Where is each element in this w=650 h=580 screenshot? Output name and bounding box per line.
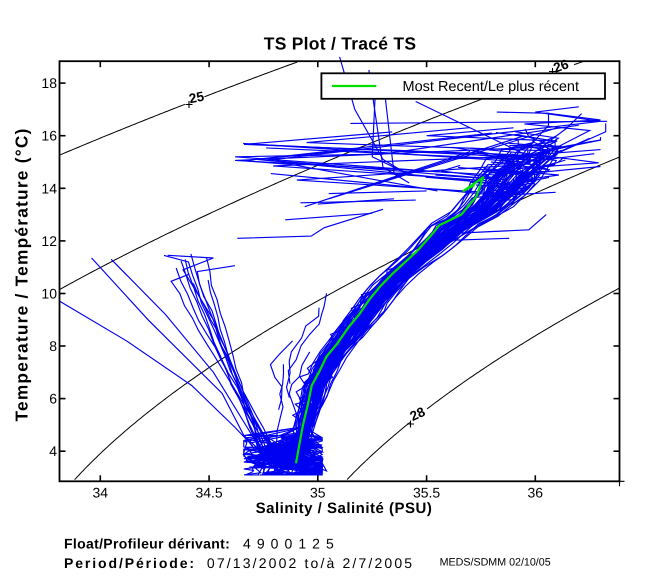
svg-text:36: 36 — [528, 485, 544, 501]
svg-text:25: 25 — [188, 89, 206, 107]
svg-text:34.5: 34.5 — [195, 485, 222, 501]
svg-text:14: 14 — [41, 180, 57, 196]
svg-text:Float/Profileur dérivant:: Float/Profileur dérivant: — [64, 535, 230, 551]
svg-text:Period/Période:: Period/Période: — [64, 555, 196, 571]
svg-text:07/13/2002 to/à 2/7/2005: 07/13/2002 to/à 2/7/2005 — [207, 555, 414, 571]
svg-text:12: 12 — [41, 233, 57, 249]
svg-text:4: 4 — [49, 443, 57, 459]
svg-text:TS Plot / Tracé TS: TS Plot / Tracé TS — [264, 34, 417, 54]
svg-text:Most Recent/Le plus récent: Most Recent/Le plus récent — [403, 79, 580, 95]
svg-text:34: 34 — [93, 485, 109, 501]
svg-text:35: 35 — [310, 485, 326, 501]
svg-text:18: 18 — [41, 75, 57, 91]
svg-text:35.5: 35.5 — [413, 485, 440, 501]
svg-text:Temperature / Température (°C): Temperature / Température (°C) — [12, 127, 32, 421]
svg-text:10: 10 — [41, 286, 57, 302]
svg-text:6: 6 — [49, 391, 57, 407]
svg-text:4900125: 4900125 — [243, 535, 340, 551]
svg-text:28: 28 — [408, 404, 428, 424]
svg-text:Salinity / Salinité (PSU): Salinity / Salinité (PSU) — [256, 500, 433, 517]
svg-text:MEDS/SDMM 02/10/05: MEDS/SDMM 02/10/05 — [440, 557, 551, 569]
svg-text:8: 8 — [49, 338, 57, 354]
svg-text:16: 16 — [41, 128, 57, 144]
